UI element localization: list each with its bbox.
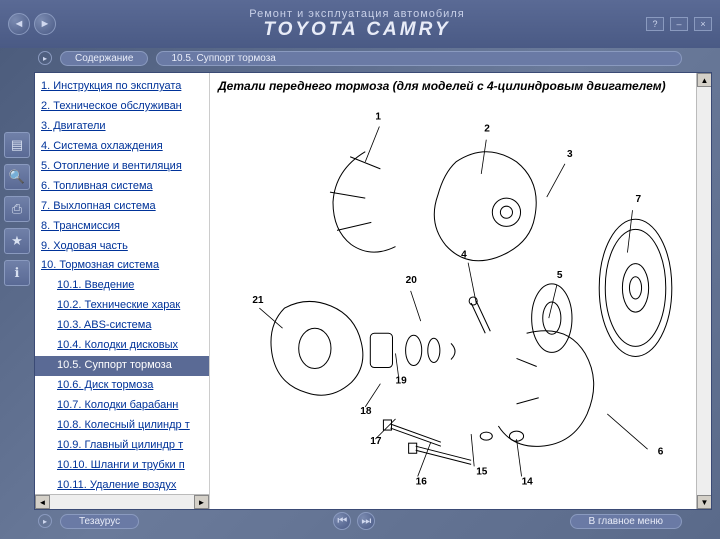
- toc-item[interactable]: 10. Тормозная система: [35, 256, 209, 276]
- tool-info-icon[interactable]: ℹ: [4, 260, 30, 286]
- toc-scrollbar-horizontal[interactable]: ◄ ►: [35, 494, 209, 509]
- breadcrumb-bar: ▸ Содержание 10.5. Суппорт тормоза: [0, 48, 720, 68]
- toc-item[interactable]: 10.2. Технические харак: [35, 296, 209, 316]
- toc-item[interactable]: 7. Выхлопная система: [35, 197, 209, 217]
- toc-item[interactable]: 3. Двигатели: [35, 117, 209, 137]
- diagram-callout: 15: [476, 466, 488, 477]
- diagram-callout: 21: [252, 295, 264, 306]
- diagram-callout: 16: [416, 477, 428, 488]
- side-toolbar: ▤ 🔍 ⎙ ★ ℹ: [4, 72, 34, 510]
- help-button[interactable]: ?: [646, 17, 664, 31]
- app-subtitle: Ремонт и эксплуатация автомобиля: [68, 8, 646, 20]
- toc-item[interactable]: 10.3. ABS-система: [35, 316, 209, 336]
- main-menu-button[interactable]: В главное меню: [570, 514, 682, 529]
- title-block: Ремонт и эксплуатация автомобиля TOYOTA …: [68, 8, 646, 41]
- toc-list: 1. Инструкция по эксплуата2. Техническое…: [35, 73, 209, 509]
- toc-item[interactable]: 10.7. Колодки барабанн: [35, 396, 209, 416]
- diagram-callout: 7: [636, 194, 642, 205]
- scroll-right-icon[interactable]: ►: [194, 495, 209, 509]
- tool-search-icon[interactable]: 🔍: [4, 164, 30, 190]
- footer-prev-button[interactable]: ⏮: [333, 512, 351, 530]
- tool-favorite-icon[interactable]: ★: [4, 228, 30, 254]
- footer-nav: ⏮ ⏭: [147, 512, 561, 530]
- footer-play-icon[interactable]: ▸: [38, 514, 52, 528]
- diagram-callout: 19: [396, 376, 408, 387]
- breadcrumb-root[interactable]: Содержание: [60, 51, 148, 66]
- title-nav: ◄ ►: [8, 13, 56, 35]
- diagram-callout: 14: [522, 477, 534, 488]
- toc-item[interactable]: 6. Топливная система: [35, 177, 209, 197]
- toc-item[interactable]: 10.5. Суппорт тормоза: [35, 356, 209, 376]
- toc-item[interactable]: 10.9. Главный цилиндр т: [35, 436, 209, 456]
- toc-item[interactable]: 10.11. Удаление воздух: [35, 476, 209, 496]
- diagram-callout: 3: [567, 149, 573, 160]
- nav-forward-button[interactable]: ►: [34, 13, 56, 35]
- app-title: TOYOTA CAMRY: [68, 20, 646, 41]
- scroll-left-icon[interactable]: ◄: [35, 495, 50, 509]
- toc-item[interactable]: 10.10. Шланги и трубки п: [35, 456, 209, 476]
- close-button[interactable]: ×: [694, 17, 712, 31]
- footer-bar: ▸ Тезаурус ⏮ ⏭ В главное меню: [0, 510, 720, 532]
- scroll-down-icon[interactable]: ▼: [697, 495, 711, 509]
- content-title: Детали переднего тормоза (для моделей с …: [210, 73, 711, 99]
- diagram-callout: 4: [461, 250, 467, 261]
- thesaurus-button[interactable]: Тезаурус: [60, 514, 139, 529]
- content-panel: Детали переднего тормоза (для моделей с …: [210, 73, 711, 509]
- content-frame: 1. Инструкция по эксплуата2. Техническое…: [34, 72, 712, 510]
- content-scrollbar-vertical[interactable]: ▲ ▼: [696, 73, 711, 509]
- toc-item[interactable]: 2. Техническое обслуживан: [35, 97, 209, 117]
- minimize-button[interactable]: ‒: [670, 17, 688, 31]
- tool-book-icon[interactable]: ▤: [4, 132, 30, 158]
- footer-next-button[interactable]: ⏭: [357, 512, 375, 530]
- breadcrumb-current[interactable]: 10.5. Суппорт тормоза: [156, 51, 682, 66]
- toc-item[interactable]: 8. Трансмиссия: [35, 217, 209, 237]
- tool-print-icon[interactable]: ⎙: [4, 196, 30, 222]
- diagram-callout: 5: [557, 270, 563, 281]
- window-controls: ? ‒ ×: [646, 17, 712, 31]
- toc-item[interactable]: 10.4. Колодки дисковых: [35, 336, 209, 356]
- scroll-track[interactable]: [50, 495, 194, 509]
- nav-back-button[interactable]: ◄: [8, 13, 30, 35]
- toc-item[interactable]: 10.1. Введение: [35, 276, 209, 296]
- diagram-callout: 17: [370, 436, 382, 447]
- scroll-up-icon[interactable]: ▲: [697, 73, 711, 87]
- scroll-track[interactable]: [697, 87, 711, 495]
- toc-item[interactable]: 10.8. Колесный цилиндр т: [35, 416, 209, 436]
- toc-item[interactable]: 5. Отопление и вентиляция: [35, 157, 209, 177]
- brake-diagram: 1 2 3 4 5 6 7 14 15 16 17 18 19 20 21: [214, 101, 693, 505]
- toc-panel: 1. Инструкция по эксплуата2. Техническое…: [35, 73, 210, 509]
- play-icon[interactable]: ▸: [38, 51, 52, 65]
- diagram-callout: 20: [406, 275, 418, 286]
- diagram-callout: 6: [658, 446, 664, 457]
- toc-item[interactable]: 1. Инструкция по эксплуата: [35, 77, 209, 97]
- diagram-callout: 2: [484, 124, 490, 135]
- titlebar: ◄ ► Ремонт и эксплуатация автомобиля TOY…: [0, 0, 720, 48]
- toc-item[interactable]: 9. Ходовая часть: [35, 237, 209, 257]
- diagram-callout: 1: [375, 111, 381, 122]
- diagram-callout: 18: [360, 406, 372, 417]
- toc-item[interactable]: 10.6. Диск тормоза: [35, 376, 209, 396]
- toc-item[interactable]: 4. Система охлаждения: [35, 137, 209, 157]
